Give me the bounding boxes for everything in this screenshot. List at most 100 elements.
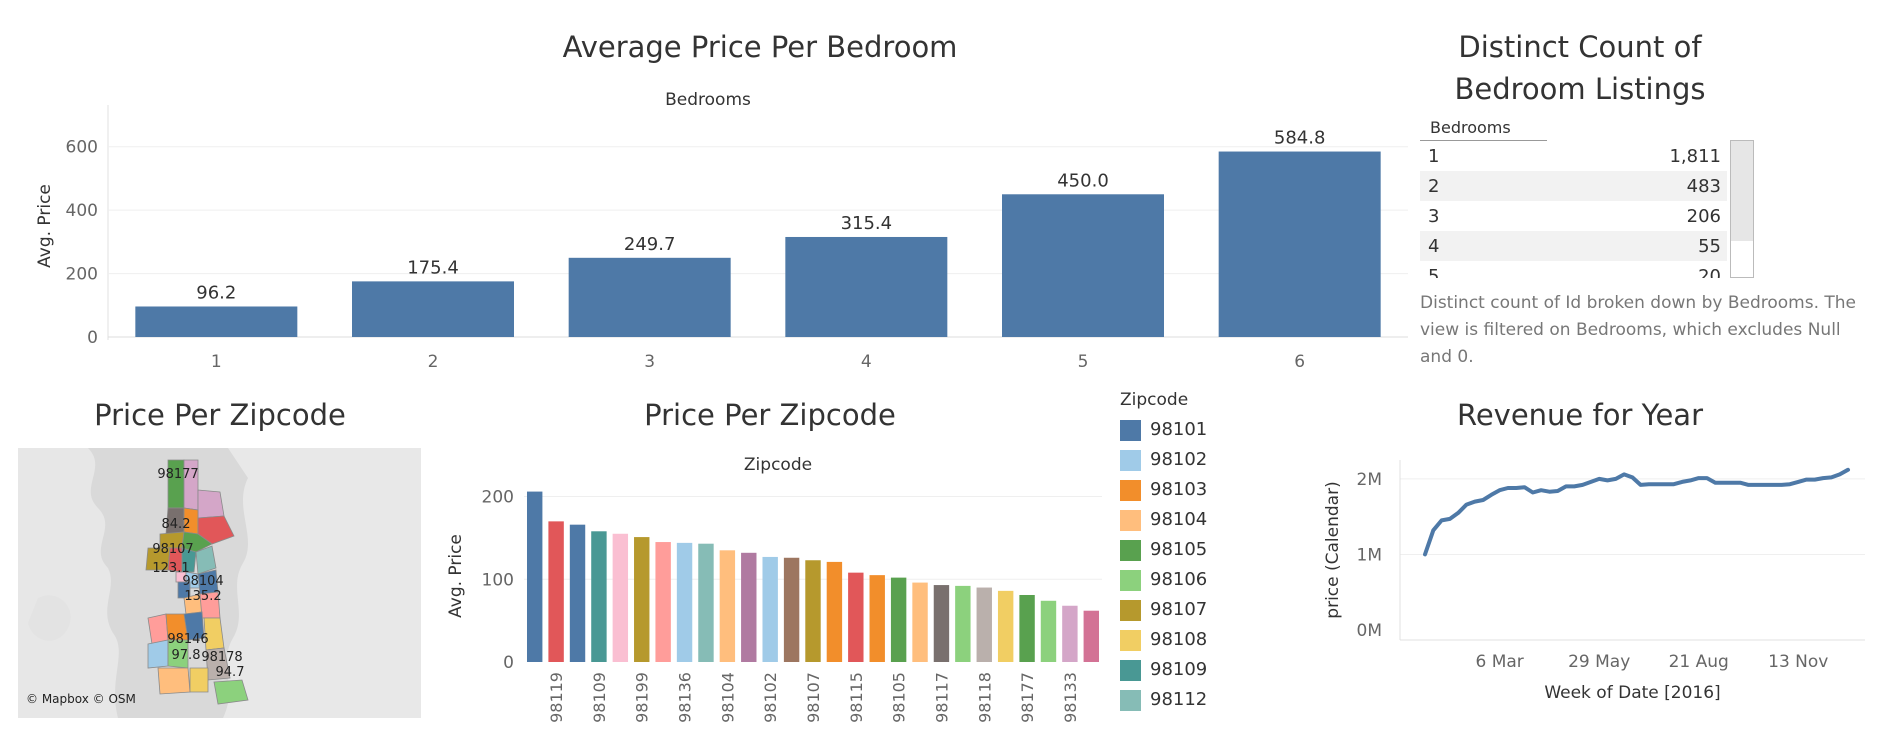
zip-legend[interactable]: Zipcode 98101 98102 98103 98104 98105 98106 98… (1120, 390, 1250, 730)
zip-y-tick: 0 (503, 653, 514, 673)
zipcode-bar-chart[interactable]: Zipcode 0 100 200 Avg. Price 98119 98109 98199 9… (430, 450, 1110, 731)
bedroom-bar[interactable] (1002, 194, 1164, 337)
zip-bar[interactable] (997, 590, 1014, 662)
count-table-row[interactable]: 1 1,811 (1420, 141, 1727, 171)
zip-bar[interactable] (548, 521, 564, 662)
zip-bar[interactable] (848, 572, 864, 662)
count-table-scrollbar[interactable] (1730, 140, 1754, 278)
count-table-count-cell: 55 (1698, 236, 1721, 257)
zip-legend-swatch (1120, 540, 1141, 561)
count-table[interactable]: Bedrooms 1 1,811 2 483 3 206 4 55 5 20 (1420, 118, 1755, 278)
count-table-row[interactable]: 5 20 (1420, 261, 1727, 278)
zip-bar[interactable] (591, 531, 607, 662)
zip-bar[interactable] (1062, 605, 1078, 662)
region-98136 (147, 639, 169, 669)
zip-legend-swatch (1120, 690, 1141, 711)
region-98178 (213, 679, 249, 705)
region-98116 (147, 613, 169, 645)
zip-bar[interactable] (826, 561, 843, 662)
zip-legend-title: Zipcode (1120, 390, 1189, 410)
count-table-bedrooms-cell: 5 (1428, 266, 1440, 278)
count-table-row[interactable]: 4 55 (1420, 231, 1727, 261)
zip-bar[interactable] (1019, 594, 1035, 662)
zip-bar[interactable] (741, 552, 757, 662)
zip-bar[interactable] (869, 575, 885, 662)
zip-bar[interactable] (762, 556, 778, 662)
count-table-bedrooms-cell: 4 (1428, 236, 1440, 257)
zip-bar[interactable] (1040, 600, 1057, 662)
zip-bar[interactable] (612, 533, 629, 662)
count-table-count-cell: 20 (1698, 266, 1721, 278)
region-98125 (197, 489, 225, 519)
bedroom-x-tick: 2 (428, 352, 439, 372)
bedroom-bar-chart[interactable]: Bedrooms 0 200 400 600 Avg. Price 96.2 1 175.4 2 2… (0, 85, 1420, 380)
map-land-island (28, 595, 71, 641)
count-table-header-underline (1420, 140, 1547, 141)
zip-legend-swatch (1120, 600, 1141, 621)
bedroom-bar[interactable] (135, 306, 298, 337)
count-table-row[interactable]: 3 206 (1420, 201, 1727, 231)
zip-legend-label: 98101 (1150, 419, 1208, 440)
count-table-count-cell: 206 (1686, 206, 1721, 227)
zip-x-tick: 98105 (890, 672, 909, 723)
revenue-x-tick: 21 Aug (1669, 652, 1729, 672)
zip-bar[interactable] (698, 543, 714, 662)
zip-bar[interactable] (526, 491, 543, 662)
map-zip-label: 98146 (167, 632, 208, 647)
zip-legend-label: 98112 (1150, 689, 1208, 710)
bedroom-bar[interactable] (352, 281, 514, 337)
zip-chart-header: Zipcode (744, 455, 812, 475)
bedroom-x-tick: 6 (1294, 352, 1305, 372)
zip-x-tick: 98133 (1061, 672, 1080, 723)
zip-bar[interactable] (569, 524, 586, 662)
bedroom-y-label: Avg. Price (35, 184, 55, 268)
revenue-series-line[interactable] (1423, 467, 1850, 557)
zip-y-tick: 100 (482, 570, 514, 590)
count-table-count-cell: 483 (1686, 176, 1721, 197)
zip-bar[interactable] (890, 577, 907, 662)
map-land-west (18, 448, 119, 718)
zip-legend-label: 98108 (1150, 629, 1208, 650)
bedroom-x-tick: 1 (211, 352, 222, 372)
bedroom-bar[interactable] (568, 257, 731, 337)
zip-bar[interactable] (634, 537, 650, 662)
count-table-row[interactable]: 2 483 (1420, 171, 1727, 201)
zip-legend-label: 98102 (1150, 449, 1208, 470)
zip-bar[interactable] (912, 582, 928, 662)
region-98115 (197, 515, 235, 545)
zip-x-tick: 98119 (547, 672, 566, 723)
map-value-label: 123.1 (152, 561, 189, 576)
zip-bar[interactable] (719, 550, 736, 662)
revenue-y-tick: 2M (1357, 470, 1382, 490)
zip-legend-items: 98101 98102 98103 98104 98105 98106 98107 98108… (1120, 415, 1250, 725)
zip-x-tick: 98102 (761, 672, 780, 723)
zip-bar[interactable] (976, 587, 992, 662)
bedroom-bar[interactable] (785, 236, 948, 337)
bedroom-bar-value-label: 315.4 (841, 213, 893, 234)
revenue-line-chart[interactable]: 0M 1M 2M price (Calendar) 6 Mar 29 May 21 Aug 1… (1290, 440, 1875, 731)
zip-bar[interactable] (933, 585, 950, 662)
zip-bar[interactable] (805, 560, 821, 662)
revenue-y-tick: 0M (1357, 621, 1382, 641)
zip-bar[interactable] (1083, 610, 1100, 662)
bedroom-bar-value-label: 584.8 (1274, 128, 1326, 149)
zip-bar[interactable] (783, 557, 800, 662)
count-panel-title-line2: Bedroom Listings (1454, 72, 1706, 106)
zip-bar[interactable] (655, 542, 671, 662)
region-98146 (157, 667, 191, 695)
zip-y-label: Avg. Price (446, 534, 466, 618)
zip-legend-swatch (1120, 420, 1141, 441)
bedroom-bar-value-label: 96.2 (196, 282, 236, 303)
zip-x-tick: 98117 (932, 672, 951, 723)
zip-legend-swatch (1120, 660, 1141, 681)
count-panel-title-line1: Distinct Count of (1458, 30, 1702, 64)
zip-bar[interactable] (676, 542, 693, 662)
zip-bar[interactable] (955, 585, 971, 662)
zipcode-regions (145, 459, 249, 705)
bedroom-bar[interactable] (1218, 151, 1381, 337)
zip-x-tick: 98118 (975, 672, 994, 723)
revenue-x-tick: 6 Mar (1475, 652, 1523, 672)
region-98109 (181, 547, 197, 573)
count-table-scrollbar-thumb[interactable] (1731, 141, 1753, 241)
